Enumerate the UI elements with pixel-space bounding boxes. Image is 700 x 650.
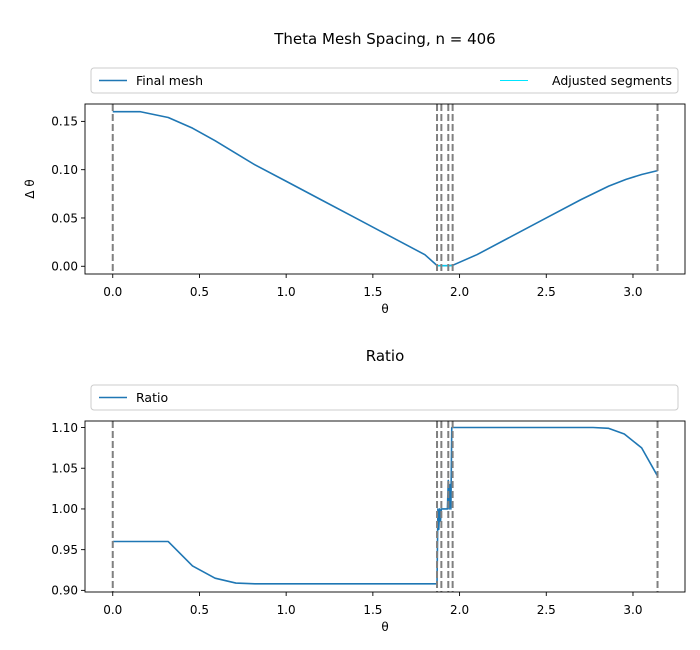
x-tick-label: 0.0 (103, 603, 122, 617)
y-axis-label: Δ θ (23, 179, 37, 198)
y-tick-label: 0.05 (51, 211, 78, 225)
legend-frame (90, 384, 679, 411)
legend: Ratio (90, 384, 679, 411)
x-tick-label: 3.0 (623, 603, 642, 617)
x-axis-label: θ (381, 302, 388, 316)
y-tick-label: 0.95 (51, 543, 78, 557)
x-tick-label: 2.5 (537, 603, 556, 617)
x-tick-label: 0.5 (190, 603, 209, 617)
legend-label-1: Final mesh (136, 73, 203, 88)
x-tick-label: 2.5 (537, 285, 556, 299)
x-tick-label: 1.5 (363, 285, 382, 299)
chart-panel-1: Theta Mesh Spacing, n = 406 Final mesh Adj… (23, 30, 686, 316)
x-axis-label: θ (381, 620, 388, 634)
x-tick-label: 0.0 (103, 285, 122, 299)
legend: Final mesh Adjusted segments (90, 67, 679, 94)
y-tick-label: 1.05 (51, 462, 78, 476)
chart-title: Ratio (366, 347, 405, 365)
y-tick-label: 0.00 (51, 260, 78, 274)
legend-label-2: Adjusted segments (552, 73, 672, 88)
axes-frame (84, 420, 686, 593)
axes-frame (84, 103, 686, 275)
y-tick-label: 0.90 (51, 584, 78, 598)
y-tick-label: 0.10 (51, 163, 78, 177)
plot-area (111, 421, 659, 592)
series-line-1 (112, 426, 658, 585)
y-tick-label: 1.10 (51, 421, 78, 435)
x-tick-label: 1.0 (277, 603, 296, 617)
y-tick-label: 0.15 (51, 115, 78, 129)
legend-frame (90, 67, 679, 94)
x-tick-label: 3.0 (623, 285, 642, 299)
x-tick-label: 1.5 (363, 603, 382, 617)
plot-area (111, 104, 659, 274)
series-line-1 (112, 110, 658, 267)
x-tick-label: 1.0 (277, 285, 296, 299)
x-tick-label: 2.0 (450, 285, 469, 299)
x-tick-label: 2.0 (450, 603, 469, 617)
x-tick-label: 0.5 (190, 285, 209, 299)
chart-title: Theta Mesh Spacing, n = 406 (273, 30, 495, 48)
legend-label-1: Ratio (136, 390, 168, 405)
chart-panel-2: Ratio Ratio 0.0 0.5 1.0 1.5 2.0 2.5 3.0 0.90 0.95 1… (51, 347, 686, 634)
y-tick-label: 1.00 (51, 502, 78, 516)
